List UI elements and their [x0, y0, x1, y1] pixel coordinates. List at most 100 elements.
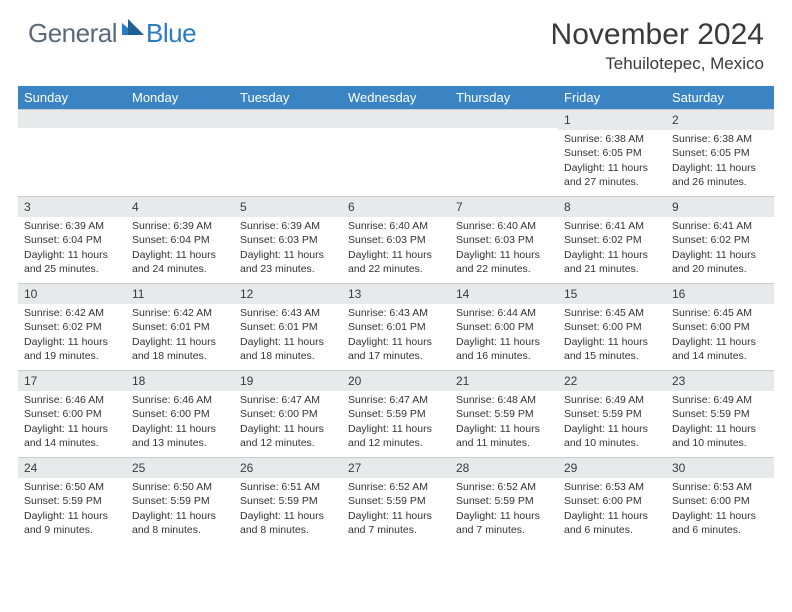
sunrise-text: Sunrise: 6:42 AM — [132, 306, 228, 320]
day-cell — [126, 110, 234, 196]
logo-triangle-icon — [122, 19, 144, 40]
daylight-text: Daylight: 11 hours and 10 minutes. — [672, 422, 768, 450]
day-number — [126, 110, 234, 128]
day-body: Sunrise: 6:41 AMSunset: 6:02 PMDaylight:… — [558, 217, 666, 280]
daylight-text: Daylight: 11 hours and 17 minutes. — [348, 335, 444, 363]
sunset-text: Sunset: 6:03 PM — [240, 233, 336, 247]
daylight-text: Daylight: 11 hours and 8 minutes. — [132, 509, 228, 537]
sunrise-text: Sunrise: 6:50 AM — [24, 480, 120, 494]
day-cell: 29Sunrise: 6:53 AMSunset: 6:00 PMDayligh… — [558, 458, 666, 544]
day-number: 21 — [450, 371, 558, 391]
page-title: November 2024 — [551, 18, 764, 52]
day-cell: 11Sunrise: 6:42 AMSunset: 6:01 PMDayligh… — [126, 284, 234, 370]
location-label: Tehuilotepec, Mexico — [551, 54, 764, 74]
sunset-text: Sunset: 6:03 PM — [348, 233, 444, 247]
week-row: 10Sunrise: 6:42 AMSunset: 6:02 PMDayligh… — [18, 283, 774, 370]
day-number — [342, 110, 450, 128]
sunset-text: Sunset: 5:59 PM — [24, 494, 120, 508]
day-cell: 28Sunrise: 6:52 AMSunset: 5:59 PMDayligh… — [450, 458, 558, 544]
day-number: 17 — [18, 371, 126, 391]
day-number: 19 — [234, 371, 342, 391]
sunrise-text: Sunrise: 6:40 AM — [456, 219, 552, 233]
sunrise-text: Sunrise: 6:47 AM — [348, 393, 444, 407]
daylight-text: Daylight: 11 hours and 9 minutes. — [24, 509, 120, 537]
sunset-text: Sunset: 6:04 PM — [24, 233, 120, 247]
day-number: 23 — [666, 371, 774, 391]
day-body: Sunrise: 6:46 AMSunset: 6:00 PMDaylight:… — [126, 391, 234, 454]
daylight-text: Daylight: 11 hours and 7 minutes. — [348, 509, 444, 537]
day-body: Sunrise: 6:50 AMSunset: 5:59 PMDaylight:… — [18, 478, 126, 541]
daylight-text: Daylight: 11 hours and 10 minutes. — [564, 422, 660, 450]
day-cell: 3Sunrise: 6:39 AMSunset: 6:04 PMDaylight… — [18, 197, 126, 283]
day-body: Sunrise: 6:45 AMSunset: 6:00 PMDaylight:… — [666, 304, 774, 367]
sunset-text: Sunset: 6:05 PM — [564, 146, 660, 160]
sunrise-text: Sunrise: 6:38 AM — [672, 132, 768, 146]
day-cell: 20 Sunrise: 6:47 AMSunset: 5:59 PMDayligh… — [342, 371, 450, 457]
sunrise-text: Sunrise: 6:45 AM — [564, 306, 660, 320]
weekday-header: Saturday — [666, 86, 774, 109]
sunrise-text: Sunrise: 6:53 AM — [564, 480, 660, 494]
daylight-text: Daylight: 11 hours and 6 minutes. — [564, 509, 660, 537]
day-body: Sunrise: 6:39 AMSunset: 6:03 PMDaylight:… — [234, 217, 342, 280]
day-body: Sunrise: 6:40 AMSunset: 6:03 PMDaylight:… — [342, 217, 450, 280]
day-body: Sunrise: 6:49 AMSunset: 5:59 PMDaylight:… — [558, 391, 666, 454]
day-number: 20 — [342, 371, 450, 391]
daylight-text: Daylight: 11 hours and 23 minutes. — [240, 248, 336, 276]
sunrise-text: Sunrise: 6:43 AM — [240, 306, 336, 320]
day-cell: 30Sunrise: 6:53 AMSunset: 6:00 PMDayligh… — [666, 458, 774, 544]
sunset-text: Sunset: 6:01 PM — [132, 320, 228, 334]
daylight-text: Daylight: 11 hours and 19 minutes. — [24, 335, 120, 363]
sunset-text: Sunset: 6:02 PM — [672, 233, 768, 247]
daylight-text: Daylight: 11 hours and 22 minutes. — [348, 248, 444, 276]
day-number: 1 — [558, 110, 666, 130]
sunset-text: Sunset: 6:00 PM — [456, 320, 552, 334]
daylight-text: Daylight: 11 hours and 16 minutes. — [456, 335, 552, 363]
day-number: 6 — [342, 197, 450, 217]
sunrise-text: Sunrise: 6:45 AM — [672, 306, 768, 320]
sunset-text: Sunset: 6:03 PM — [456, 233, 552, 247]
sunset-text: Sunset: 5:59 PM — [348, 407, 444, 421]
daylight-text: Daylight: 11 hours and 7 minutes. — [456, 509, 552, 537]
day-cell: 12Sunrise: 6:43 AMSunset: 6:01 PMDayligh… — [234, 284, 342, 370]
sunset-text: Sunset: 6:00 PM — [672, 494, 768, 508]
sunset-text: Sunset: 5:59 PM — [240, 494, 336, 508]
day-cell: 18Sunrise: 6:46 AMSunset: 6:00 PMDayligh… — [126, 371, 234, 457]
day-cell: 7Sunrise: 6:40 AMSunset: 6:03 PMDaylight… — [450, 197, 558, 283]
week-row: 17Sunrise: 6:46 AMSunset: 6:00 PMDayligh… — [18, 370, 774, 457]
week-row: 24Sunrise: 6:50 AMSunset: 5:59 PMDayligh… — [18, 457, 774, 544]
day-cell: 2Sunrise: 6:38 AMSunset: 6:05 PMDaylight… — [666, 110, 774, 196]
weekday-header: Wednesday — [342, 86, 450, 109]
day-number: 15 — [558, 284, 666, 304]
calendar: Sunday Monday Tuesday Wednesday Thursday… — [18, 86, 774, 544]
weekday-header: Friday — [558, 86, 666, 109]
day-cell: 19Sunrise: 6:47 AMSunset: 6:00 PMDayligh… — [234, 371, 342, 457]
day-cell: 10Sunrise: 6:42 AMSunset: 6:02 PMDayligh… — [18, 284, 126, 370]
day-body: Sunrise: 6:43 AMSunset: 6:01 PMDaylight:… — [234, 304, 342, 367]
day-cell: 21Sunrise: 6:48 AMSunset: 5:59 PMDayligh… — [450, 371, 558, 457]
day-body: Sunrise: 6:38 AMSunset: 6:05 PMDaylight:… — [558, 130, 666, 193]
sunrise-text: Sunrise: 6:52 AM — [348, 480, 444, 494]
sunrise-text: Sunrise: 6:52 AM — [456, 480, 552, 494]
day-number: 25 — [126, 458, 234, 478]
sunset-text: Sunset: 6:01 PM — [348, 320, 444, 334]
day-number — [234, 110, 342, 128]
day-cell: 15Sunrise: 6:45 AMSunset: 6:00 PMDayligh… — [558, 284, 666, 370]
day-number: 7 — [450, 197, 558, 217]
daylight-text: Daylight: 11 hours and 21 minutes. — [564, 248, 660, 276]
day-body: Sunrise: 6:52 AMSunset: 5:59 PMDaylight:… — [450, 478, 558, 541]
day-body: Sunrise: 6:42 AMSunset: 6:02 PMDaylight:… — [18, 304, 126, 367]
sunrise-text: Sunrise: 6:41 AM — [564, 219, 660, 233]
day-number: 11 — [126, 284, 234, 304]
daylight-text: Daylight: 11 hours and 14 minutes. — [672, 335, 768, 363]
daylight-text: Daylight: 11 hours and 26 minutes. — [672, 161, 768, 189]
day-number: 13 — [342, 284, 450, 304]
day-cell: 26Sunrise: 6:51 AMSunset: 5:59 PMDayligh… — [234, 458, 342, 544]
day-body: Sunrise: 6:38 AMSunset: 6:05 PMDaylight:… — [666, 130, 774, 193]
day-number: 24 — [18, 458, 126, 478]
sunset-text: Sunset: 6:01 PM — [240, 320, 336, 334]
day-number: 8 — [558, 197, 666, 217]
daylight-text: Daylight: 11 hours and 12 minutes. — [348, 422, 444, 450]
weeks-container: 1Sunrise: 6:38 AMSunset: 6:05 PMDaylight… — [18, 109, 774, 544]
sunrise-text: Sunrise: 6:48 AM — [456, 393, 552, 407]
day-cell — [18, 110, 126, 196]
